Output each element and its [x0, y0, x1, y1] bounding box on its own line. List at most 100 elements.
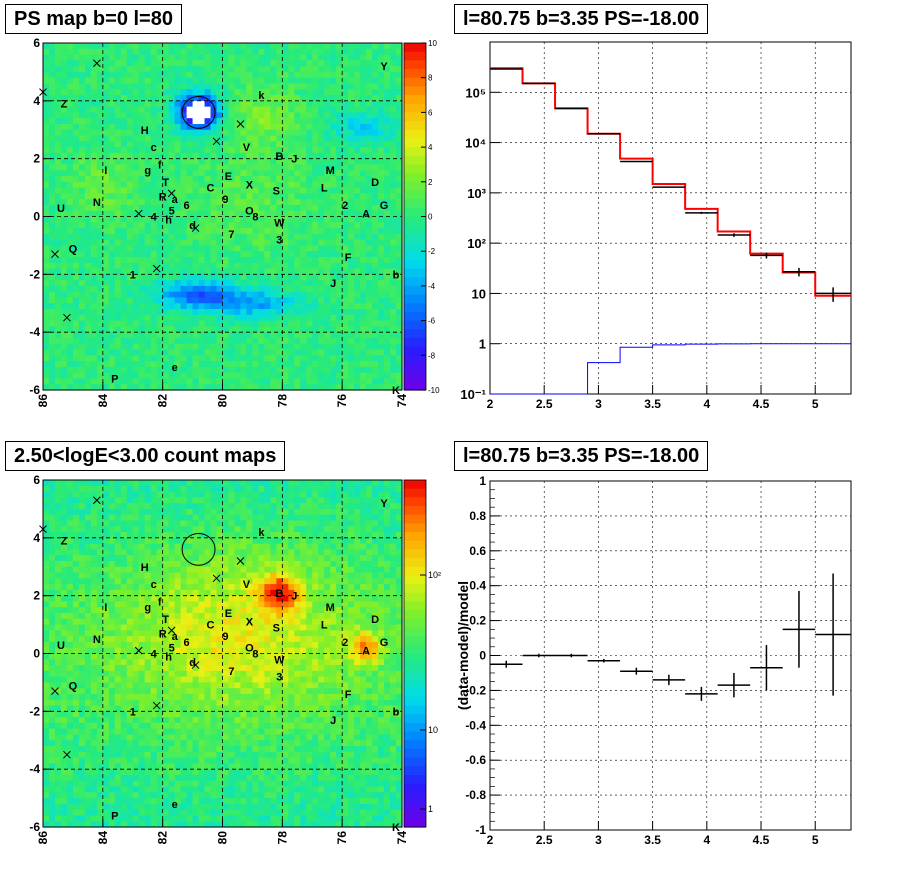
heatmap-cell: [114, 821, 122, 828]
colorbar-tick-label: 2: [428, 178, 433, 187]
heatmap-cell: [324, 222, 331, 229]
heatmap-cell: [336, 135, 343, 142]
x-tick-label: 3: [595, 397, 602, 411]
heatmap-cell: [48, 71, 56, 79]
heatmap-cell: [144, 274, 152, 281]
heatmap-cell: [78, 83, 86, 90]
heatmap-cell: [108, 595, 116, 603]
heatmap-cell: [138, 607, 146, 614]
heatmap-cell: [54, 210, 62, 218]
heatmap-cell: [210, 355, 218, 362]
heatmap-cell: [234, 372, 242, 380]
heatmap-cell: [168, 291, 176, 299]
heatmap-cell: [48, 803, 56, 811]
heatmap-cell: [43, 60, 50, 67]
heatmap-cell: [270, 256, 277, 264]
heatmap-cell: [132, 803, 140, 811]
heatmap-cell: [90, 372, 98, 380]
heatmap-cell: [366, 326, 373, 333]
heatmap-cell: [54, 641, 62, 649]
heatmap-cell: [90, 589, 98, 597]
heatmap-cell: [43, 303, 50, 310]
heatmap-cell: [54, 711, 62, 718]
heatmap-cell: [240, 141, 248, 148]
heatmap-cell: [264, 256, 271, 264]
heatmap-cell: [108, 803, 116, 811]
heatmap-cell: [204, 118, 212, 125]
heatmap-cell: [216, 384, 224, 391]
heatmap-cell: [102, 245, 110, 252]
heatmap-cell: [156, 245, 164, 252]
heatmap-cell: [120, 176, 128, 183]
y-tick-label: 1: [479, 337, 486, 352]
heatmap-cell: [180, 112, 188, 119]
heatmap-cell: [43, 803, 50, 811]
heatmap-cell: [258, 176, 265, 183]
heatmap-cell: [288, 129, 295, 137]
heatmap-cell: [90, 659, 98, 666]
heatmap-cell: [324, 193, 331, 200]
heatmap-cell: [138, 798, 146, 805]
heatmap-cell: [300, 314, 307, 322]
heatmap-cell: [156, 123, 164, 131]
heatmap-cell: [282, 314, 289, 322]
heatmap-cell: [54, 181, 62, 189]
heatmap-cell: [60, 66, 68, 73]
heatmap-cell: [168, 239, 176, 247]
heatmap-cell: [114, 809, 122, 817]
heatmap-cell: [132, 485, 140, 493]
heatmap-cell: [282, 297, 289, 304]
heatmap-cell: [144, 508, 152, 516]
heatmap-cell: [330, 210, 337, 218]
heatmap-cell: [342, 106, 349, 113]
heatmap-cell: [48, 757, 56, 764]
heatmap-cell: [132, 216, 140, 223]
y-tick-label: 10³: [467, 186, 486, 201]
heatmap-cell: [312, 83, 319, 90]
heatmap-cell: [108, 537, 116, 545]
heatmap-cell: [366, 89, 373, 96]
heatmap-cell: [390, 332, 397, 339]
heatmap-cell: [126, 491, 134, 498]
heatmap-cell: [48, 572, 56, 579]
heatmap-cell: [390, 384, 397, 391]
heatmap-cell: [84, 100, 92, 108]
heatmap-cell: [138, 555, 146, 562]
heatmap-cell: [120, 607, 128, 614]
heatmap-cell: [270, 303, 277, 310]
heatmap-cell: [138, 141, 146, 148]
heatmap-cell: [270, 48, 277, 56]
source-label: f: [158, 159, 162, 171]
heatmap-cell: [66, 83, 74, 90]
heatmap-cell: [174, 210, 182, 218]
heatmap-cell: [120, 572, 128, 579]
heatmap-cell: [246, 285, 254, 293]
heatmap-cell: [318, 228, 325, 235]
heatmap-cell: [246, 349, 254, 356]
heatmap-cell: [78, 129, 86, 137]
heatmap-cell: [132, 809, 140, 817]
heatmap-cell: [210, 251, 218, 258]
heatmap-cell: [312, 245, 319, 252]
heatmap-cell: [108, 222, 116, 229]
heatmap-cell: [366, 320, 373, 327]
heatmap-cell: [204, 123, 212, 131]
heatmap-cell: [168, 147, 176, 154]
heatmap-cell: [192, 245, 200, 252]
heatmap-cell: [72, 262, 80, 270]
heatmap-cell: [204, 60, 212, 67]
heatmap-cell: [132, 66, 140, 73]
heatmap-cell: [90, 303, 98, 310]
heatmap-cell: [300, 320, 307, 327]
heatmap-cell: [168, 176, 176, 183]
heatmap-cell: [90, 676, 98, 684]
heatmap-cell: [108, 526, 116, 533]
heatmap-cell: [132, 152, 140, 160]
heatmap-cell: [96, 48, 104, 56]
heatmap-cell: [78, 262, 86, 270]
heatmap-cell: [156, 355, 164, 362]
heatmap-cell: [186, 147, 194, 154]
heatmap-cell: [150, 821, 158, 828]
heatmap-cell: [294, 378, 301, 385]
heatmap-cell: [228, 343, 236, 351]
